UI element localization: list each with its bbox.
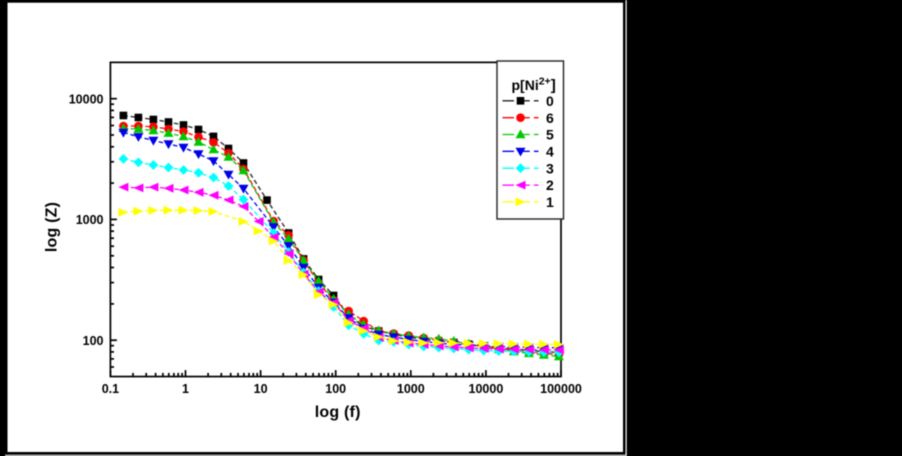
svg-text:4: 4 [546, 144, 554, 160]
svg-text:5: 5 [546, 127, 554, 143]
svg-text:0: 0 [546, 93, 554, 109]
svg-text:1000: 1000 [397, 382, 425, 396]
svg-text:2: 2 [546, 177, 554, 193]
svg-text:100: 100 [83, 334, 104, 348]
svg-text:log (Z): log (Z) [44, 202, 61, 252]
svg-text:100: 100 [325, 382, 346, 396]
svg-text:0.1: 0.1 [102, 382, 119, 396]
svg-text:log (f): log (f) [315, 404, 361, 421]
svg-text:6: 6 [546, 110, 554, 126]
svg-text:100000: 100000 [540, 382, 582, 396]
svg-text:1: 1 [546, 194, 554, 210]
svg-text:3: 3 [546, 160, 554, 176]
svg-text:10: 10 [254, 382, 268, 396]
svg-text:10000: 10000 [69, 92, 104, 106]
svg-text:10000: 10000 [469, 382, 504, 396]
svg-text:1: 1 [182, 382, 189, 396]
svg-text:1000: 1000 [76, 213, 104, 227]
